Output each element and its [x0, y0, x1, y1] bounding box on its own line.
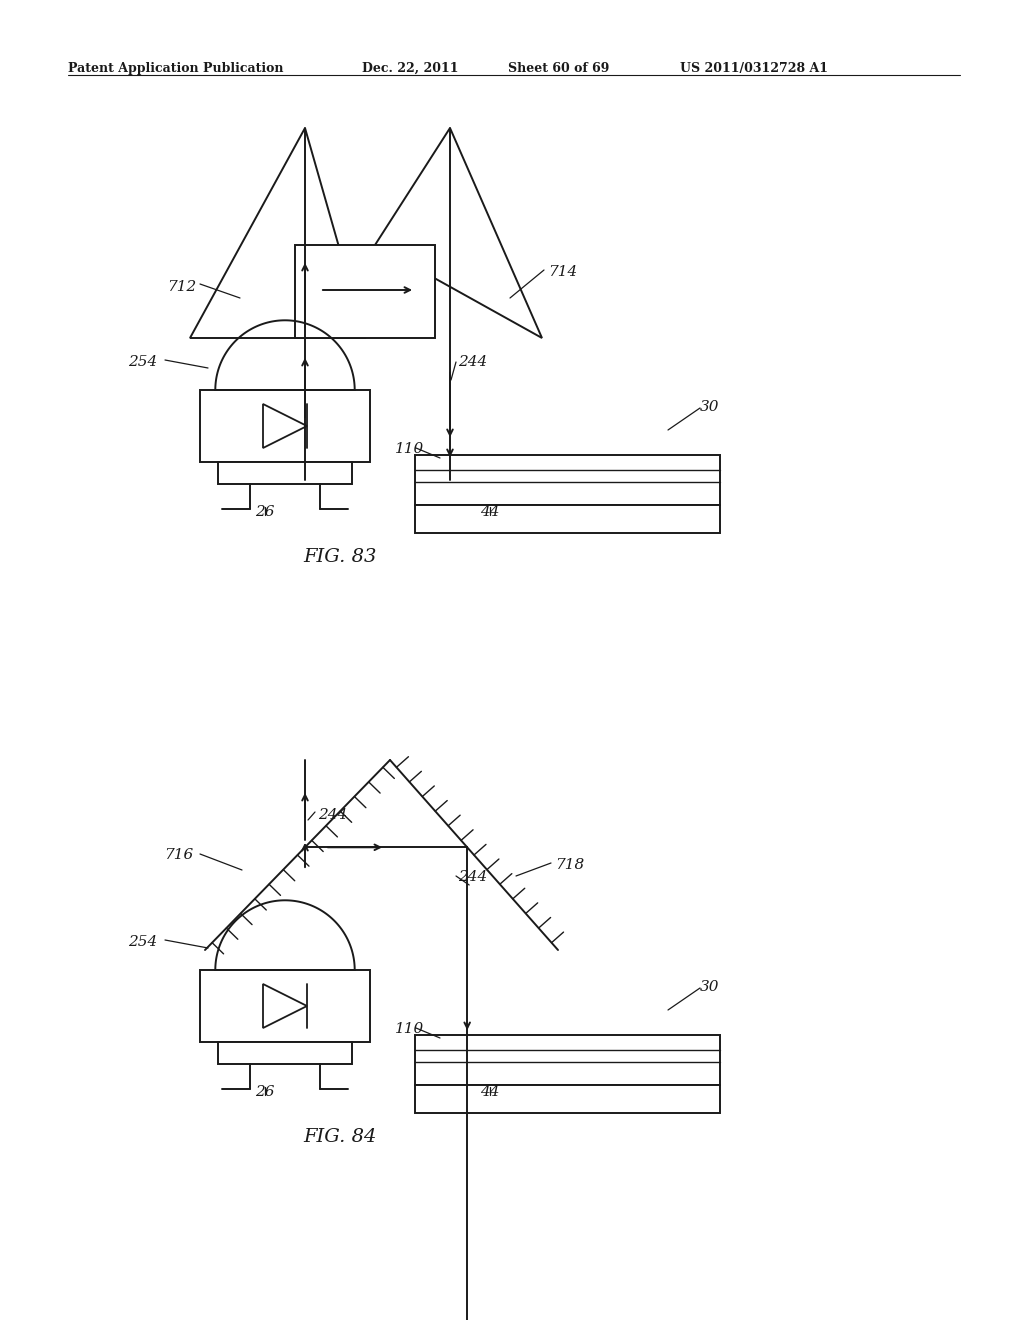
Text: 110: 110 — [395, 1022, 424, 1036]
Text: US 2011/0312728 A1: US 2011/0312728 A1 — [680, 62, 828, 75]
Text: 712: 712 — [167, 280, 197, 294]
Text: 244: 244 — [458, 355, 487, 370]
Text: 44: 44 — [480, 1085, 500, 1100]
Text: 30: 30 — [700, 979, 720, 994]
Text: 244: 244 — [458, 870, 487, 884]
Bar — [295, 246, 435, 338]
Bar — [200, 970, 370, 1041]
Text: 44: 44 — [480, 506, 500, 519]
Bar — [415, 506, 720, 533]
Text: Dec. 22, 2011: Dec. 22, 2011 — [362, 62, 459, 75]
Bar — [218, 462, 352, 484]
Text: Sheet 60 of 69: Sheet 60 of 69 — [508, 62, 609, 75]
Bar — [200, 389, 370, 462]
Text: 30: 30 — [700, 400, 720, 414]
Text: 254: 254 — [128, 935, 158, 949]
Text: 254: 254 — [128, 355, 158, 370]
Bar — [415, 455, 720, 506]
Text: 714: 714 — [548, 265, 578, 279]
Text: 26: 26 — [255, 1085, 274, 1100]
Text: Patent Application Publication: Patent Application Publication — [68, 62, 284, 75]
Bar — [218, 1041, 352, 1064]
Text: FIG. 84: FIG. 84 — [303, 1129, 377, 1146]
Text: 716: 716 — [164, 847, 194, 862]
Bar — [415, 1035, 720, 1085]
Text: 718: 718 — [555, 858, 585, 873]
Text: 244: 244 — [318, 808, 347, 822]
Text: 110: 110 — [395, 442, 424, 455]
Text: 26: 26 — [255, 506, 274, 519]
Text: FIG. 83: FIG. 83 — [303, 548, 377, 566]
Bar — [415, 1085, 720, 1113]
